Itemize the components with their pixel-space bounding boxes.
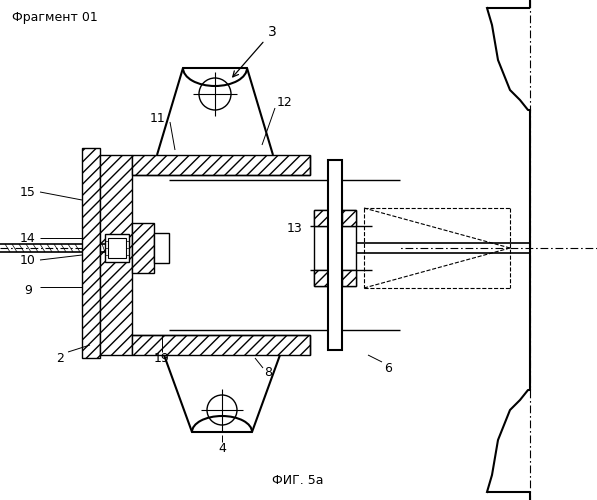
Text: ФИГ. 5а: ФИГ. 5а (272, 474, 324, 486)
Text: 19: 19 (154, 352, 170, 364)
Text: 11: 11 (150, 112, 166, 124)
Text: 3: 3 (233, 25, 276, 77)
Text: 15: 15 (20, 186, 36, 198)
Bar (314, 210, 328, 226)
Text: 10: 10 (20, 254, 36, 266)
Text: 9: 9 (24, 284, 32, 296)
Bar (132, 155, 310, 175)
Text: 13: 13 (287, 222, 303, 234)
Text: 8: 8 (264, 366, 272, 380)
Bar (82, 148, 100, 358)
Bar (132, 335, 310, 355)
Bar (169, 180, 400, 330)
Bar (105, 234, 129, 262)
Bar (342, 210, 356, 226)
Text: 12: 12 (277, 96, 293, 108)
Text: 6: 6 (384, 362, 392, 374)
Text: Фрагмент 01: Фрагмент 01 (12, 12, 98, 24)
Text: 14: 14 (20, 232, 36, 244)
Bar (342, 270, 356, 286)
Bar (132, 175, 310, 335)
Bar (108, 238, 126, 258)
Bar (154, 233, 169, 263)
Bar (100, 155, 132, 355)
Text: 4: 4 (218, 442, 226, 454)
Bar (328, 160, 342, 350)
Bar (132, 223, 154, 273)
Bar (314, 270, 328, 286)
Text: 2: 2 (56, 352, 64, 364)
